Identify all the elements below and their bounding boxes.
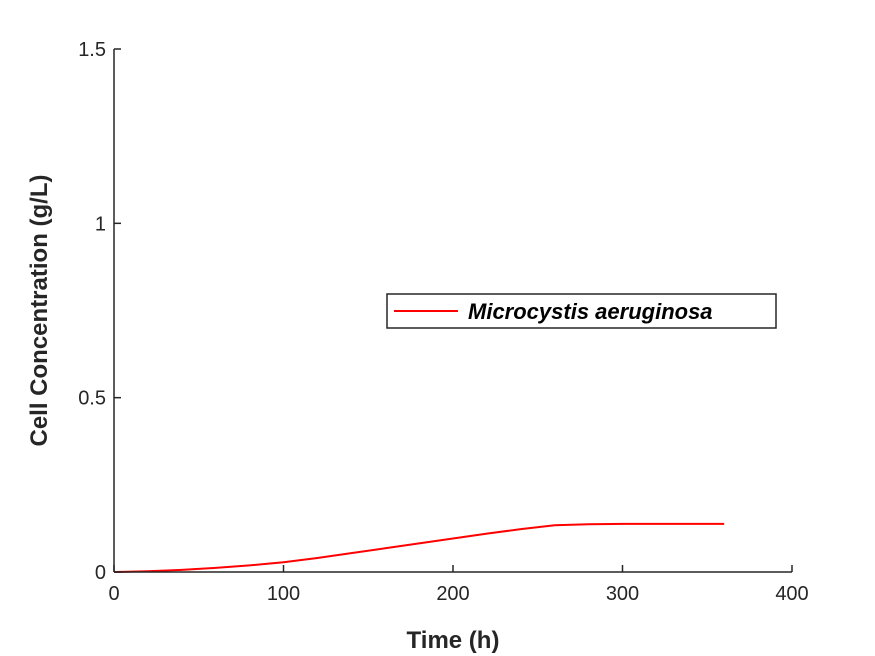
- y-tick-label: 0: [95, 562, 106, 584]
- x-tick-label: 300: [606, 583, 639, 605]
- x-axis-title: Time (h): [407, 627, 500, 654]
- x-tick-label: 0: [108, 583, 119, 605]
- x-tick-label: 200: [436, 583, 469, 605]
- y-tick-label: 1: [95, 213, 106, 235]
- series-line-microcystis-aeruginosa: [113, 522, 725, 573]
- y-axis-ticks: 0 0.5 1 1.5: [78, 39, 121, 584]
- y-tick-label: 1.5: [78, 39, 106, 61]
- legend: Microcystis aeruginosa: [386, 293, 777, 329]
- x-axis-ticks: 0 100 200 300 400: [108, 565, 809, 605]
- legend-entry-label: Microcystis aeruginosa: [468, 299, 713, 324]
- x-tick-label: 100: [267, 583, 300, 605]
- y-tick-label: 0.5: [78, 388, 106, 410]
- y-axis-title: Cell Concentration (g/L): [26, 175, 53, 447]
- x-tick-label: 400: [775, 583, 808, 605]
- plot-area: [113, 522, 725, 573]
